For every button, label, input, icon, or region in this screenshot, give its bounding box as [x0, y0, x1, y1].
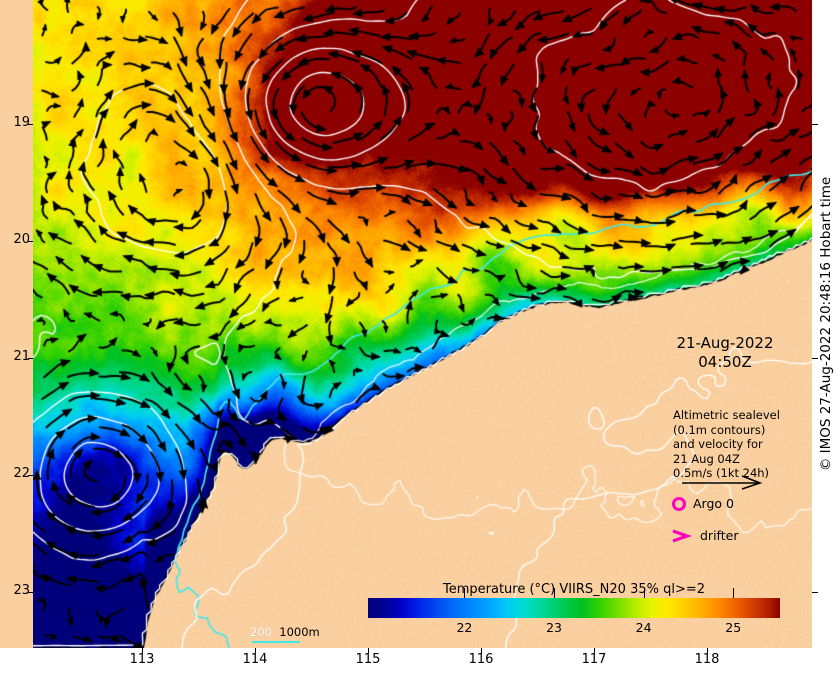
velocity-legend-text: Altimetric sealevel (0.1m contours) and … [673, 408, 780, 480]
argo-circle-icon [672, 496, 686, 511]
bathymetry-200m-label: 200 [250, 625, 272, 639]
y-tick-label: 22 [13, 466, 30, 481]
credit-text: © IMOS 27-Aug-2022 20:48:16 Hobart time [818, 176, 834, 472]
colorbar-gradient [368, 598, 780, 618]
x-tick-label: 114 [242, 652, 268, 667]
colorbar[interactable] [368, 598, 780, 618]
drifter-legend-row: drifter [672, 528, 738, 543]
x-tick-label: 115 [355, 652, 381, 667]
argo-legend-label: Argo 0 [693, 496, 734, 511]
x-tick-label: 118 [694, 652, 720, 667]
x-tick-label: 116 [468, 652, 494, 667]
right-tick [812, 124, 818, 125]
x-tick [142, 648, 143, 653]
y-tick-label: 19 [13, 115, 30, 130]
drifter-arrow-icon [672, 528, 692, 543]
y-tick-label: 21 [13, 349, 30, 364]
x-tick-label: 117 [581, 652, 607, 667]
colorbar-tick [643, 588, 645, 598]
y-tick [28, 124, 33, 125]
contour-and-velocity-overlay [33, 0, 812, 648]
date-stamp-date: 21-Aug-2022 [676, 334, 774, 352]
date-stamp: 21-Aug-2022 04:50Z [660, 334, 790, 372]
y-tick [28, 592, 33, 593]
colorbar-tick [464, 588, 466, 598]
right-tick [812, 358, 818, 359]
x-tick [481, 648, 482, 653]
map-plot-area[interactable] [33, 0, 812, 648]
colorbar-tick [733, 588, 735, 598]
x-tick [255, 648, 256, 653]
date-stamp-time: 04:50Z [698, 353, 752, 371]
y-tick-label: 20 [13, 232, 30, 247]
bathymetry-1000m-label: 1000m [279, 625, 320, 639]
colorbar-tick-label: 24 [635, 620, 652, 635]
credit-strip: © IMOS 27-Aug-2022 20:48:16 Hobart time [812, 0, 840, 648]
bathymetry-key-line [252, 641, 300, 643]
y-tick [28, 475, 33, 476]
colorbar-title: Temperature (°C) VIIRS_N20 35% ql>=2 [442, 582, 706, 597]
colorbar-tick-label: 22 [456, 620, 473, 635]
x-tick [368, 648, 369, 653]
x-tick [594, 648, 595, 653]
colorbar-tick-label: 25 [725, 620, 742, 635]
right-tick [812, 592, 818, 593]
x-tick-label: 113 [129, 652, 155, 667]
y-tick [28, 241, 33, 242]
drifter-legend-label: drifter [700, 528, 739, 543]
argo-legend-row: Argo 0 [672, 496, 734, 511]
velocity-scale-arrow-icon [682, 475, 763, 490]
bathymetry-key: 200 1000m [250, 625, 320, 639]
y-tick-label: 23 [13, 583, 30, 598]
x-tick [707, 648, 708, 653]
colorbar-tick-label: 23 [546, 620, 562, 635]
colorbar-tick [554, 588, 556, 598]
y-tick [28, 358, 33, 359]
